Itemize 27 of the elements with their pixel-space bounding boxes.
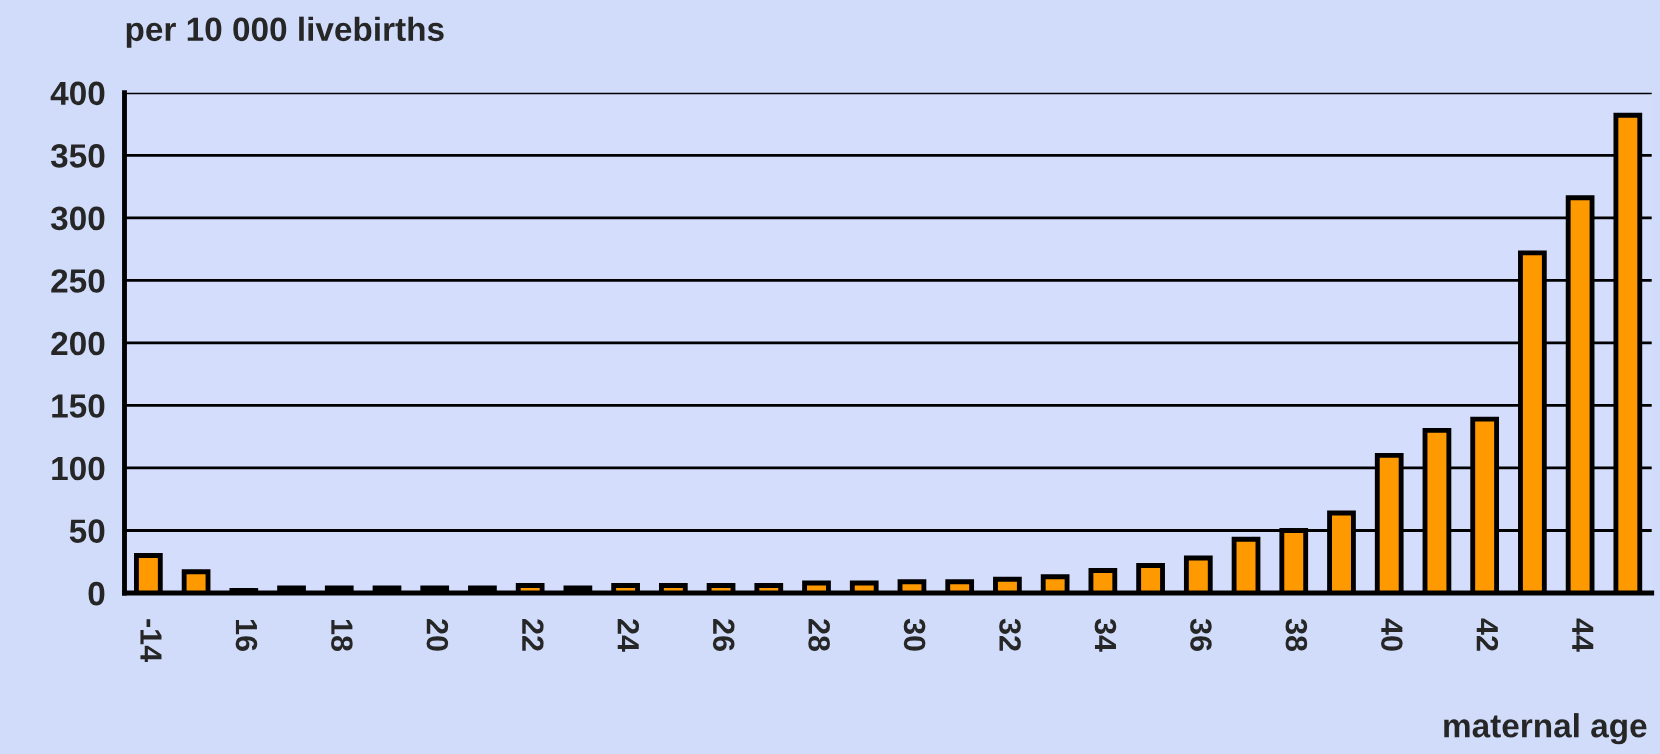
x-tick-label: 36 xyxy=(1190,618,1212,651)
x-axis-title: maternal age xyxy=(1444,713,1647,745)
y-tick-label: 100 xyxy=(52,456,105,481)
x-tick-label: 24 xyxy=(617,619,640,652)
y-tick-label: 300 xyxy=(50,206,105,231)
y-tick-label: 0 xyxy=(88,581,105,606)
x-tick-label: 38 xyxy=(1285,618,1308,652)
x-tick-label: -14 xyxy=(140,619,162,663)
y-tick-label: 400 xyxy=(50,81,105,106)
y-tick-label: 250 xyxy=(51,269,105,293)
x-tick-label: 18 xyxy=(331,619,353,652)
x-tick-label: 32 xyxy=(999,618,1021,651)
y-tick-label: 200 xyxy=(51,331,105,356)
y-axis-title: per 10 000 livebirths xyxy=(126,16,444,48)
y-tick-label: 350 xyxy=(50,144,105,168)
y-tick-label: 150 xyxy=(52,394,105,418)
x-tick-label: 26 xyxy=(712,619,735,651)
x-tick-label: 20 xyxy=(426,619,449,651)
x-tick-label: 28 xyxy=(808,619,830,652)
x-tick-label: 16 xyxy=(235,619,258,651)
x-tick-label: 34 xyxy=(1094,618,1117,652)
y-tick-label: 50 xyxy=(69,519,105,543)
x-tick-label: 40 xyxy=(1381,618,1403,651)
x-tick-label: 30 xyxy=(903,618,926,651)
x-tick-label: 44 xyxy=(1572,618,1594,652)
x-tick-label: 22 xyxy=(522,619,544,651)
x-tick-label: 42 xyxy=(1476,618,1499,651)
